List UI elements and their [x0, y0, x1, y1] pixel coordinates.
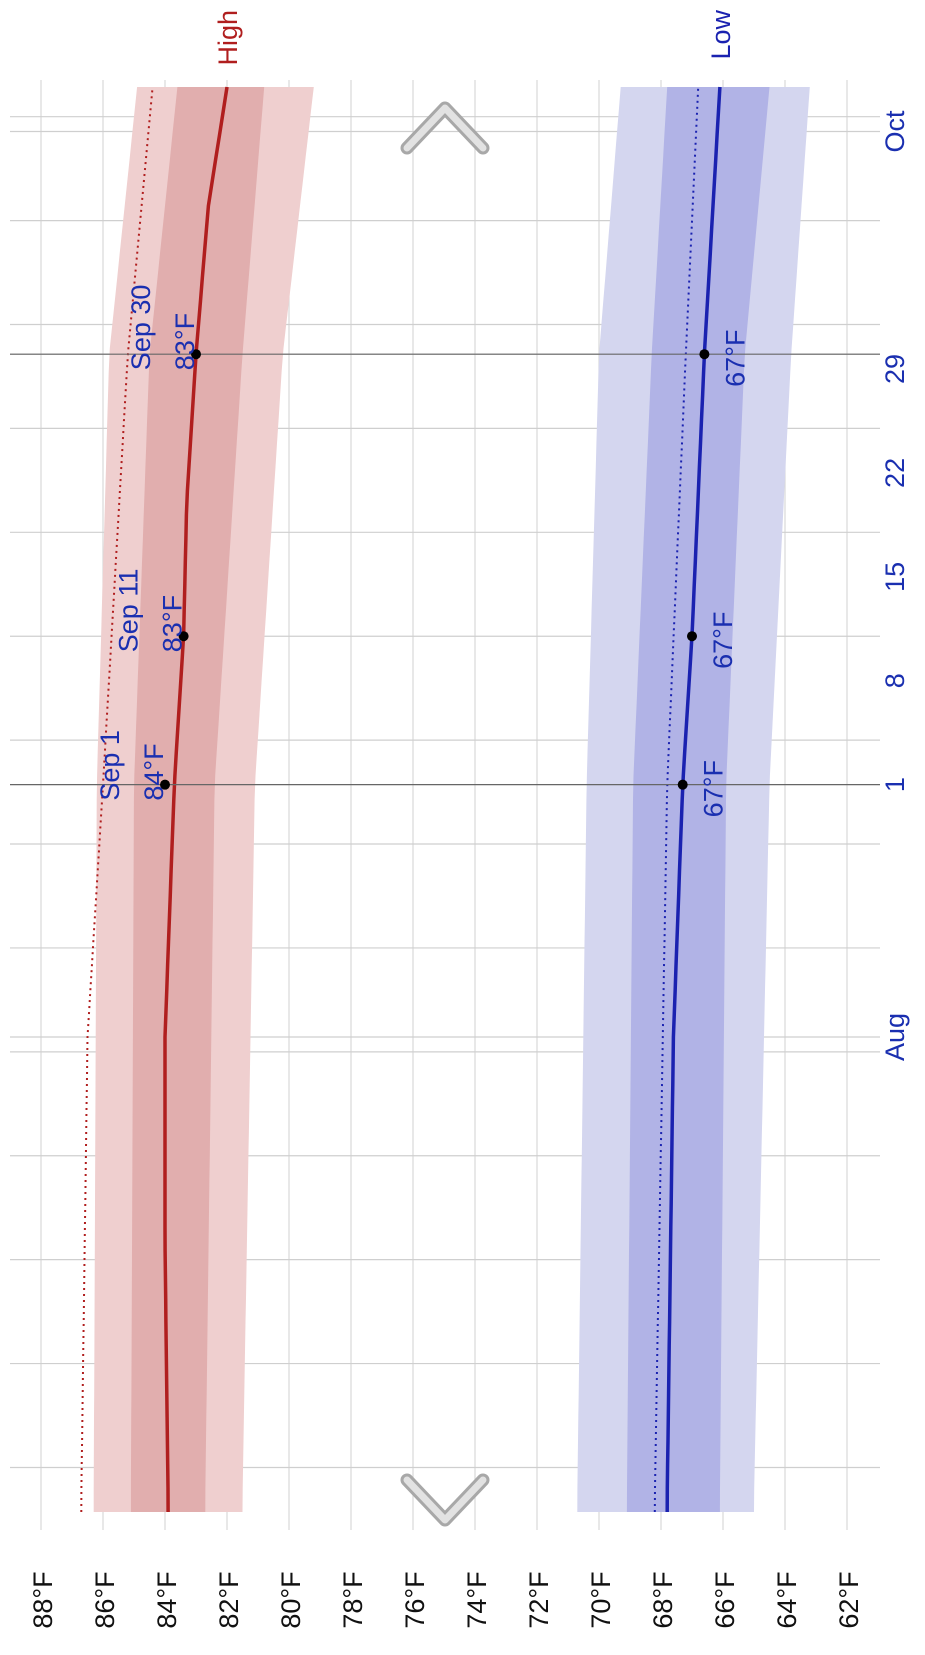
x-date-label: 22 [880, 458, 910, 488]
y-tick-label: 84°F [152, 1571, 182, 1628]
y-tick-label: 70°F [586, 1571, 616, 1628]
x-date-label: 29 [880, 354, 910, 384]
annotation-dot-low [699, 349, 710, 360]
annotation-high-label: 84°F [139, 743, 169, 800]
annotation-date-label: Sep 1 [95, 730, 125, 801]
low-band-25-75 [626, 87, 770, 1512]
chevron-down-icon [400, 1473, 490, 1527]
labels-layer: 62°F 64°F 66°F 68°F 70°F 72°F 74°F 76°F 78°F 80°F… [28, 9, 910, 1628]
annotation-dot-high [178, 631, 189, 642]
y-tick-label: 86°F [90, 1571, 120, 1628]
annotation-dot-high [160, 779, 170, 790]
y-tick-label: 82°F [214, 1571, 244, 1628]
x-date-label: 1 [880, 777, 910, 792]
annotation-date-label: Sep 11 [114, 569, 144, 653]
annotation-high-label: 83°F [170, 313, 200, 370]
annotation-high-label: 83°F [158, 595, 188, 652]
chevron-up-icon [400, 101, 490, 155]
annotation-low-label: 67°F [708, 612, 738, 669]
scroll-down-chevron[interactable] [400, 1473, 490, 1527]
y-tick-label: 62°F [834, 1571, 864, 1628]
series-label-high: High [213, 10, 243, 66]
low-mean-line [665, 86, 722, 1513]
chevron-up-icon-inner [403, 104, 487, 152]
y-tick-label: 78°F [338, 1571, 368, 1628]
y-tick-label: 66°F [710, 1571, 740, 1628]
chevron-down-icon-inner [403, 1476, 487, 1524]
low-dotted-line [653, 86, 700, 1513]
x-date-label: 15 [880, 562, 910, 592]
x-date-label: Oct [880, 110, 910, 153]
annotation-markers [10, 349, 880, 790]
series-label-low: Low [706, 9, 736, 59]
annotation-dot-high [191, 349, 201, 360]
y-tick-label: 72°F [524, 1571, 554, 1628]
y-tick-label: 64°F [772, 1571, 802, 1628]
y-tick-label: 80°F [276, 1571, 306, 1628]
annotation-dot-low [677, 779, 688, 790]
annotation-date-label: Sep 30 [126, 285, 156, 371]
x-date-label: Aug [880, 1013, 910, 1061]
high-dotted-line [80, 86, 154, 1513]
y-tick-label: 74°F [462, 1571, 492, 1628]
scroll-up-chevron[interactable] [400, 101, 490, 155]
lines-layer [80, 86, 722, 1513]
controls-layer [400, 101, 490, 1527]
y-tick-label: 88°F [28, 1571, 58, 1628]
y-tick-label: 68°F [648, 1571, 678, 1628]
high-mean-line [163, 86, 229, 1513]
annotation-low-label: 67°F [720, 330, 750, 387]
annotation-dot-low [687, 631, 697, 642]
annotation-low-label: 67°F [699, 760, 729, 817]
x-date-label: 8 [880, 673, 910, 688]
y-tick-label: 76°F [400, 1571, 430, 1628]
